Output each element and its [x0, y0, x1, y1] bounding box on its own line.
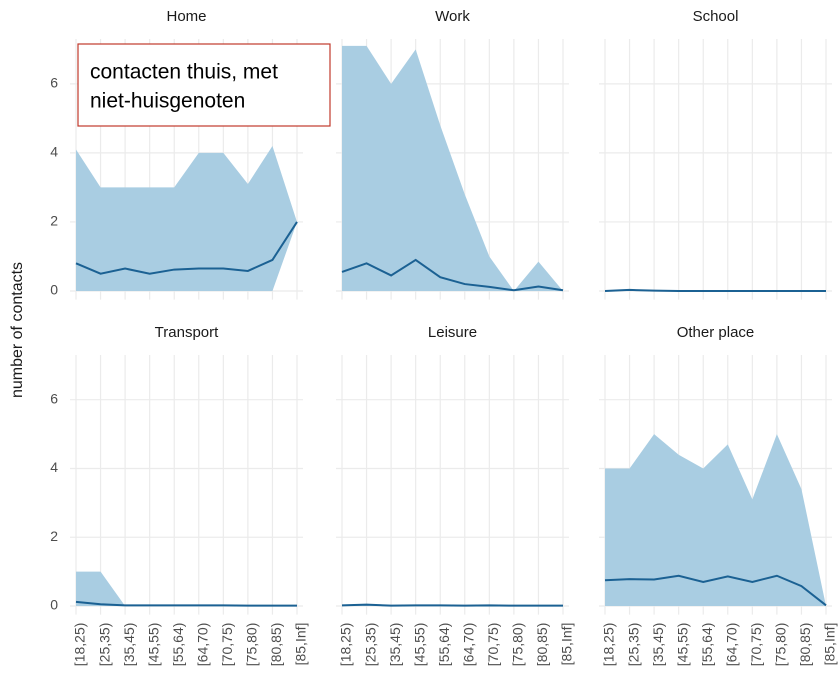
x-tick-label: [18,25)	[338, 623, 354, 667]
x-tick-label: [18,25)	[72, 623, 88, 667]
x-tick-label: [80,85)	[797, 623, 813, 667]
confidence-band	[76, 571, 297, 607]
y-tick-label: 2	[50, 528, 58, 544]
y-tick-label: 0	[50, 597, 58, 613]
x-tick-label: [55,64)	[170, 623, 186, 667]
x-tick-label: [45,55)	[674, 623, 690, 667]
x-tick-label: [25,35)	[96, 623, 112, 667]
x-tick-label: [64,70)	[723, 623, 739, 667]
mean-line	[604, 288, 826, 292]
y-tick-label: 4	[50, 144, 58, 160]
mean-line	[75, 221, 298, 275]
x-tick-label: [45,55)	[411, 623, 427, 667]
y-tick-label: 6	[50, 390, 58, 406]
annotation-box	[77, 43, 331, 127]
mean-line	[604, 574, 827, 607]
annotation-text: niet-huisgenoten	[90, 90, 245, 113]
confidence-band	[342, 45, 563, 291]
panel-title: Home	[166, 8, 206, 25]
confidence-band	[605, 434, 826, 607]
x-tick-label: [64,70)	[460, 623, 476, 667]
mean-line	[341, 603, 563, 607]
x-tick-label: [70,75)	[219, 623, 235, 667]
x-tick-label: [80,85)	[534, 623, 550, 667]
x-tick-label: [35,45)	[650, 623, 666, 667]
x-tick-label: [75,80)	[773, 623, 789, 667]
y-tick-label: 0	[50, 282, 58, 298]
x-tick-label: [18,25)	[601, 623, 617, 667]
x-tick-label: [35,45)	[387, 623, 403, 667]
mean-line	[75, 600, 297, 607]
x-tick-label: [45,55)	[145, 623, 161, 667]
x-tick-label: [85,Inf]	[559, 623, 575, 666]
mean-line	[341, 258, 564, 292]
x-tick-label: [25,35)	[625, 623, 641, 667]
panel-title: School	[693, 8, 739, 25]
annotation-text: contacten thuis, met	[90, 61, 278, 84]
x-tick-label: [85,Inf]	[293, 623, 309, 666]
x-tick-label: [75,80)	[510, 623, 526, 667]
panel-title: Other place	[677, 324, 755, 341]
y-tick-label: 4	[50, 459, 58, 475]
x-tick-label: [25,35)	[362, 623, 378, 667]
x-tick-label: [55,64)	[436, 623, 452, 667]
x-tick-label: [80,85)	[268, 623, 284, 667]
x-tick-label: [64,70)	[194, 623, 210, 667]
x-tick-label: [55,64)	[699, 623, 715, 667]
x-tick-label: [85,Inf]	[822, 623, 838, 666]
confidence-band	[76, 146, 297, 291]
y-axis-label: number of contacts	[9, 262, 26, 398]
x-tick-label: [75,80)	[244, 623, 260, 667]
x-tick-label: [70,75)	[485, 623, 501, 667]
y-tick-label: 2	[50, 213, 58, 229]
x-tick-label: [35,45)	[121, 623, 137, 667]
panel-title: Transport	[155, 324, 219, 341]
panel-title: Work	[435, 8, 470, 25]
y-tick-label: 6	[50, 75, 58, 91]
x-tick-label: [70,75)	[748, 623, 764, 667]
panel-title: Leisure	[428, 324, 477, 341]
